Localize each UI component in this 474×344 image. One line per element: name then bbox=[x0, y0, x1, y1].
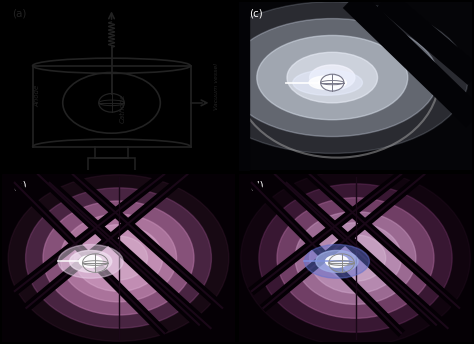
Ellipse shape bbox=[241, 170, 470, 344]
Ellipse shape bbox=[310, 65, 355, 90]
Ellipse shape bbox=[79, 256, 102, 267]
Text: (d): (d) bbox=[249, 181, 263, 191]
Text: Vacuum Pump: Vacuum Pump bbox=[81, 179, 142, 188]
Text: (b): (b) bbox=[12, 181, 26, 191]
Ellipse shape bbox=[8, 175, 229, 341]
Ellipse shape bbox=[70, 250, 112, 272]
Ellipse shape bbox=[61, 214, 176, 302]
Ellipse shape bbox=[58, 245, 123, 278]
Ellipse shape bbox=[43, 201, 194, 315]
Ellipse shape bbox=[227, 19, 438, 137]
Ellipse shape bbox=[277, 198, 434, 318]
Text: (c): (c) bbox=[249, 9, 263, 19]
Bar bbox=[88, 159, 135, 174]
Ellipse shape bbox=[316, 250, 358, 272]
Ellipse shape bbox=[26, 188, 211, 328]
Ellipse shape bbox=[90, 236, 147, 280]
Ellipse shape bbox=[309, 76, 346, 89]
Ellipse shape bbox=[287, 52, 378, 103]
Ellipse shape bbox=[74, 225, 163, 291]
Text: Vacuum vessel: Vacuum vessel bbox=[214, 63, 219, 109]
Ellipse shape bbox=[325, 235, 386, 281]
Text: Anode: Anode bbox=[34, 85, 40, 107]
Ellipse shape bbox=[259, 184, 452, 332]
Ellipse shape bbox=[326, 256, 348, 267]
Ellipse shape bbox=[196, 2, 468, 153]
Ellipse shape bbox=[304, 245, 369, 278]
Ellipse shape bbox=[319, 79, 337, 86]
Ellipse shape bbox=[310, 223, 401, 293]
Ellipse shape bbox=[293, 70, 363, 95]
Ellipse shape bbox=[257, 35, 408, 120]
Ellipse shape bbox=[295, 212, 416, 304]
Text: Cathode: Cathode bbox=[120, 93, 126, 122]
Text: (a): (a) bbox=[12, 9, 26, 19]
